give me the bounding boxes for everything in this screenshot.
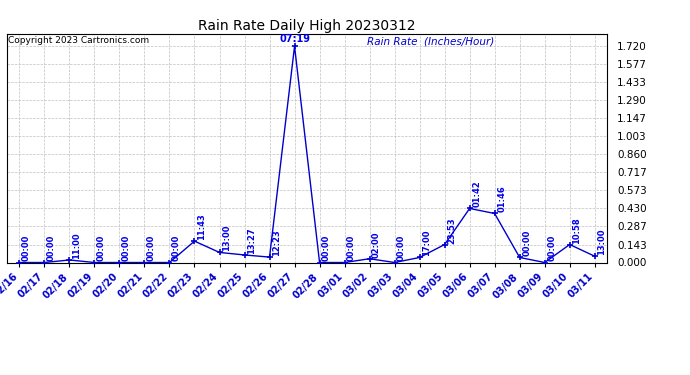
Text: 13:27: 13:27 <box>247 227 256 254</box>
Text: 23:53: 23:53 <box>447 217 456 243</box>
Text: 07:19: 07:19 <box>279 34 310 44</box>
Text: 00:00: 00:00 <box>347 235 356 261</box>
Text: 00:00: 00:00 <box>547 235 556 261</box>
Text: 00:00: 00:00 <box>397 235 406 261</box>
Title: Rain Rate Daily High 20230312: Rain Rate Daily High 20230312 <box>198 19 416 33</box>
Text: 00:00: 00:00 <box>147 235 156 261</box>
Text: 00:00: 00:00 <box>47 235 56 261</box>
Text: 02:00: 02:00 <box>372 231 381 258</box>
Text: 12:23: 12:23 <box>272 230 281 256</box>
Text: 11:43: 11:43 <box>197 213 206 240</box>
Text: 00:00: 00:00 <box>22 235 31 261</box>
Text: 11:00: 11:00 <box>72 232 81 259</box>
Text: Copyright 2023 Cartronics.com: Copyright 2023 Cartronics.com <box>8 36 149 45</box>
Text: 00:00: 00:00 <box>122 235 131 261</box>
Text: Rain Rate  (Inches/Hour): Rain Rate (Inches/Hour) <box>367 36 494 46</box>
Text: 00:00: 00:00 <box>97 235 106 261</box>
Text: 17:00: 17:00 <box>422 230 431 256</box>
Text: 00:00: 00:00 <box>522 230 531 256</box>
Text: 10:58: 10:58 <box>572 217 581 243</box>
Text: 13:00: 13:00 <box>598 229 607 255</box>
Text: 01:46: 01:46 <box>497 186 506 213</box>
Text: 00:00: 00:00 <box>172 235 181 261</box>
Text: 13:00: 13:00 <box>222 225 231 252</box>
Text: 00:00: 00:00 <box>322 235 331 261</box>
Text: 01:42: 01:42 <box>472 181 481 207</box>
